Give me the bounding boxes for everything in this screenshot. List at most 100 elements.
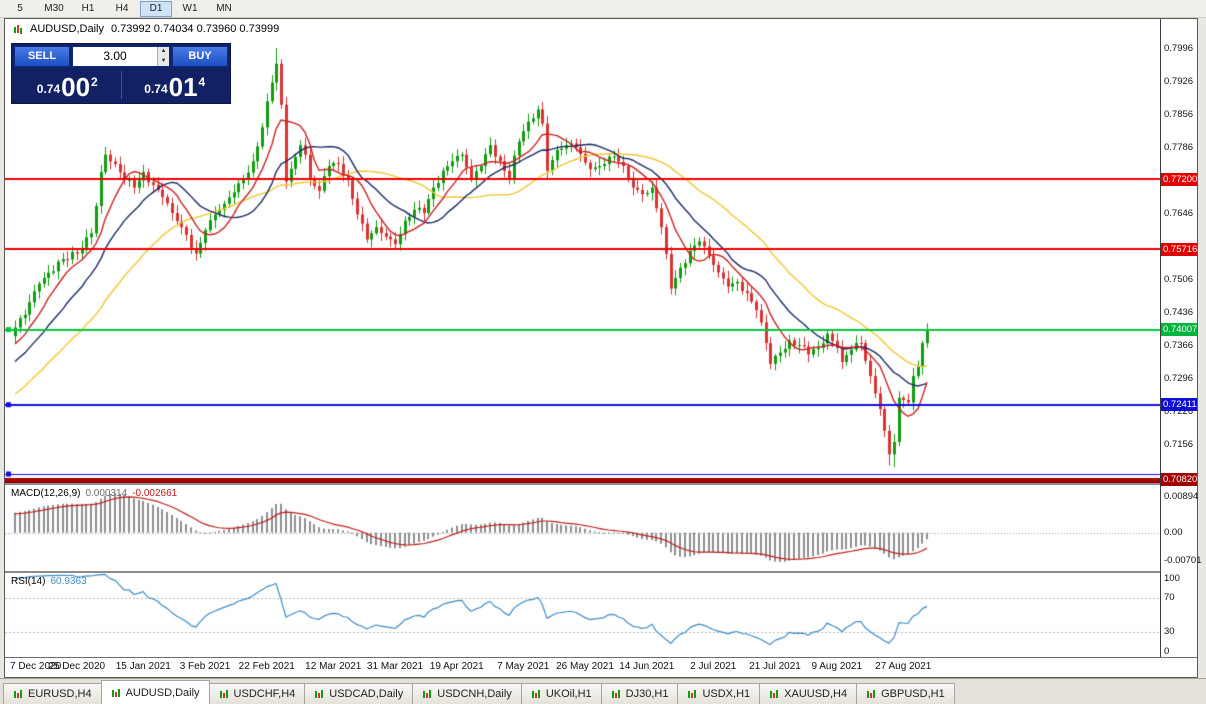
timeframe-button-mn[interactable]: MN: [216, 2, 232, 14]
chart-title: AUDUSD,Daily 0.73992 0.74034 0.73960 0.7…: [13, 23, 279, 35]
buy-button[interactable]: BUY: [172, 46, 228, 67]
price-divider: [120, 70, 122, 99]
timeframe-button-w1[interactable]: W1: [182, 2, 198, 14]
volume-up-icon[interactable]: ▲: [158, 47, 169, 57]
date-axis-label: 7 May 2021: [497, 661, 550, 672]
chart-window-icon: [14, 24, 22, 34]
date-axis-label: 15 Jan 2021: [115, 661, 171, 672]
sell-price-pipette: 2: [91, 75, 98, 89]
date-axis-label: 14 Jun 2021: [619, 661, 675, 672]
chart-tab-usdcad[interactable]: USDCAD,Daily: [304, 683, 414, 704]
tab-chart-icon: [315, 690, 324, 698]
buy-price: 0.74 01 4: [122, 72, 229, 102]
date-axis-label: 3 Feb 2021: [179, 661, 231, 672]
chart-tab-label: USDCNH,Daily: [437, 688, 512, 700]
sell-button[interactable]: SELL: [14, 46, 70, 67]
date-axis-label: 31 Mar 2021: [366, 661, 424, 672]
macd-axis-label: -0.00701: [1164, 554, 1202, 566]
chart-tab-label: USDX,H1: [702, 688, 751, 700]
price-axis-label: 0.7996: [1164, 43, 1194, 55]
date-axis[interactable]: 7 Dec 2020 25 Dec 2020 15 Jan 2021 3 Feb 20…: [5, 657, 1197, 677]
chart-tab-usdchf[interactable]: USDCHF,H4: [208, 683, 306, 704]
chart-ohlc-values: 0.73992 0.74034 0.73960 0.73999: [110, 23, 280, 35]
date-axis-label: 2 Jul 2021: [690, 661, 737, 672]
rsi-axis-label: 100: [1164, 573, 1180, 584]
chart-tab-label: DJ30,H1: [625, 688, 669, 700]
price-axis-label: 0.7226: [1164, 405, 1194, 417]
rsi-axis-label: 30: [1164, 625, 1175, 637]
price-line-tag: 0.72411: [1161, 398, 1197, 412]
chart-tab-label: AUDUSD,Daily: [125, 686, 200, 699]
price-axis-label: 0.7646: [1164, 208, 1194, 220]
rsi-name: RSI(14): [11, 576, 46, 587]
one-click-trade-panel: SELL 3.00 ▲ ▼ BUY 0.74 00 2 0.74 01 4: [11, 43, 231, 104]
chart-tab-gbpusd[interactable]: GBPUSD,H1: [856, 683, 955, 704]
rsi-axis-label: 70: [1164, 592, 1175, 604]
macd-name: MACD(12,26,9): [11, 488, 81, 499]
chart-tab-label: XAUUSD,H4: [784, 688, 848, 700]
tab-chart-icon: [611, 690, 620, 698]
macd-panel-canvas[interactable]: [5, 485, 1161, 571]
chart-tab-label: USDCHF,H4: [233, 688, 296, 700]
timeframe-button-h1[interactable]: H1: [81, 2, 95, 14]
volume-field[interactable]: 3.00 ▲ ▼: [72, 46, 170, 67]
sell-price-big: 00: [61, 72, 91, 102]
timeframe-button-h4[interactable]: H4: [115, 2, 129, 14]
tab-chart-icon: [531, 690, 540, 698]
tab-chart-icon: [14, 690, 22, 698]
date-axis-label: 27 Aug 2021: [875, 661, 932, 672]
price-axis-label: 0.7926: [1164, 76, 1194, 88]
timeframe-toolbar: 5 M30 H1 H4 D1 W1 MN: [0, 0, 1206, 18]
rsi-indicator-label: RSI(14) 60.9363: [11, 576, 87, 587]
macd-axis-label: 0.00: [1164, 526, 1183, 538]
buy-price-pipette: 4: [198, 75, 206, 89]
chart-tab-eurusd[interactable]: EURUSD,H4: [3, 683, 102, 704]
volume-down-icon[interactable]: ▼: [158, 56, 169, 66]
rsi-panel-canvas[interactable]: [5, 573, 1161, 657]
price-axis[interactable]: 0.7996 0.7926 0.7856 0.7786 0.7646 0.7506 0.74…: [1160, 19, 1202, 657]
chart-tab-label: GBPUSD,H1: [881, 688, 945, 700]
macd-axis-label: 0.00894: [1164, 490, 1199, 502]
tab-chart-icon: [219, 690, 228, 698]
rsi-axis-label: 0: [1164, 646, 1170, 657]
price-axis-label: 0.7436: [1164, 306, 1194, 318]
buy-price-prefix: 0.74: [144, 82, 168, 96]
timeframe-button-m30[interactable]: M30: [44, 2, 64, 14]
sell-price: 0.74 00 2: [14, 72, 121, 102]
macd-panel-splitter[interactable]: [5, 483, 1197, 485]
chart-symbol-label: AUDUSD,Daily: [30, 23, 104, 35]
rsi-value: 60.9363: [50, 576, 87, 587]
tab-chart-icon: [423, 690, 432, 698]
volume-value[interactable]: 3.00: [103, 49, 127, 63]
chart-tab-usdx[interactable]: USDX,H1: [677, 683, 761, 704]
date-axis-label: 7 Dec 2020: [10, 661, 62, 672]
bid-ask-prices: 0.74 00 2 0.74 01 4: [14, 68, 228, 101]
chart-tab-usdcnh[interactable]: USDCNH,Daily: [412, 683, 522, 704]
chart-tab-bar: EURUSD,H4 AUDUSD,Daily USDCHF,H4 USDCAD,Dai…: [0, 678, 1206, 704]
rsi-panel-splitter[interactable]: [5, 571, 1197, 573]
date-axis-label: 9 Aug 2021: [811, 661, 863, 672]
volume-spinner: ▲ ▼: [157, 47, 169, 66]
chart-tab-xauusd[interactable]: XAUUSD,H4: [759, 683, 858, 704]
chart-window: 7 Dec 2020 25 Dec 2020 15 Jan 2021 3 Feb 20…: [4, 18, 1202, 678]
date-axis-label: 22 Feb 2021: [238, 661, 295, 672]
tab-chart-icon: [770, 690, 779, 698]
date-axis-label: 12 Mar 2021: [305, 661, 362, 672]
buy-price-big: 01: [168, 72, 198, 102]
chart-tab-ukoil[interactable]: UKOil,H1: [520, 683, 602, 704]
date-axis-label: 19 Apr 2021: [429, 661, 484, 672]
timeframe-button-5[interactable]: 5: [17, 2, 23, 14]
chart-tab-label: EURUSD,H4: [28, 688, 92, 700]
price-line-tag: 0.77200: [1161, 172, 1198, 186]
tab-chart-icon: [688, 690, 697, 698]
price-axis-label: 0.7366: [1164, 339, 1194, 351]
macd-main-value: 0.000314: [85, 488, 128, 499]
chart-tab-label: UKOil,H1: [545, 688, 592, 700]
tab-chart-icon: [111, 688, 120, 697]
chart-tab-dj30[interactable]: DJ30,H1: [600, 683, 679, 704]
tab-chart-icon: [867, 690, 876, 698]
price-axis-label: 0.7296: [1164, 372, 1194, 384]
chart-tab-audusd[interactable]: AUDUSD,Daily: [100, 680, 210, 704]
date-axis-label: 21 Jul 2021: [749, 661, 801, 672]
timeframe-button-d1[interactable]: D1: [140, 0, 172, 17]
